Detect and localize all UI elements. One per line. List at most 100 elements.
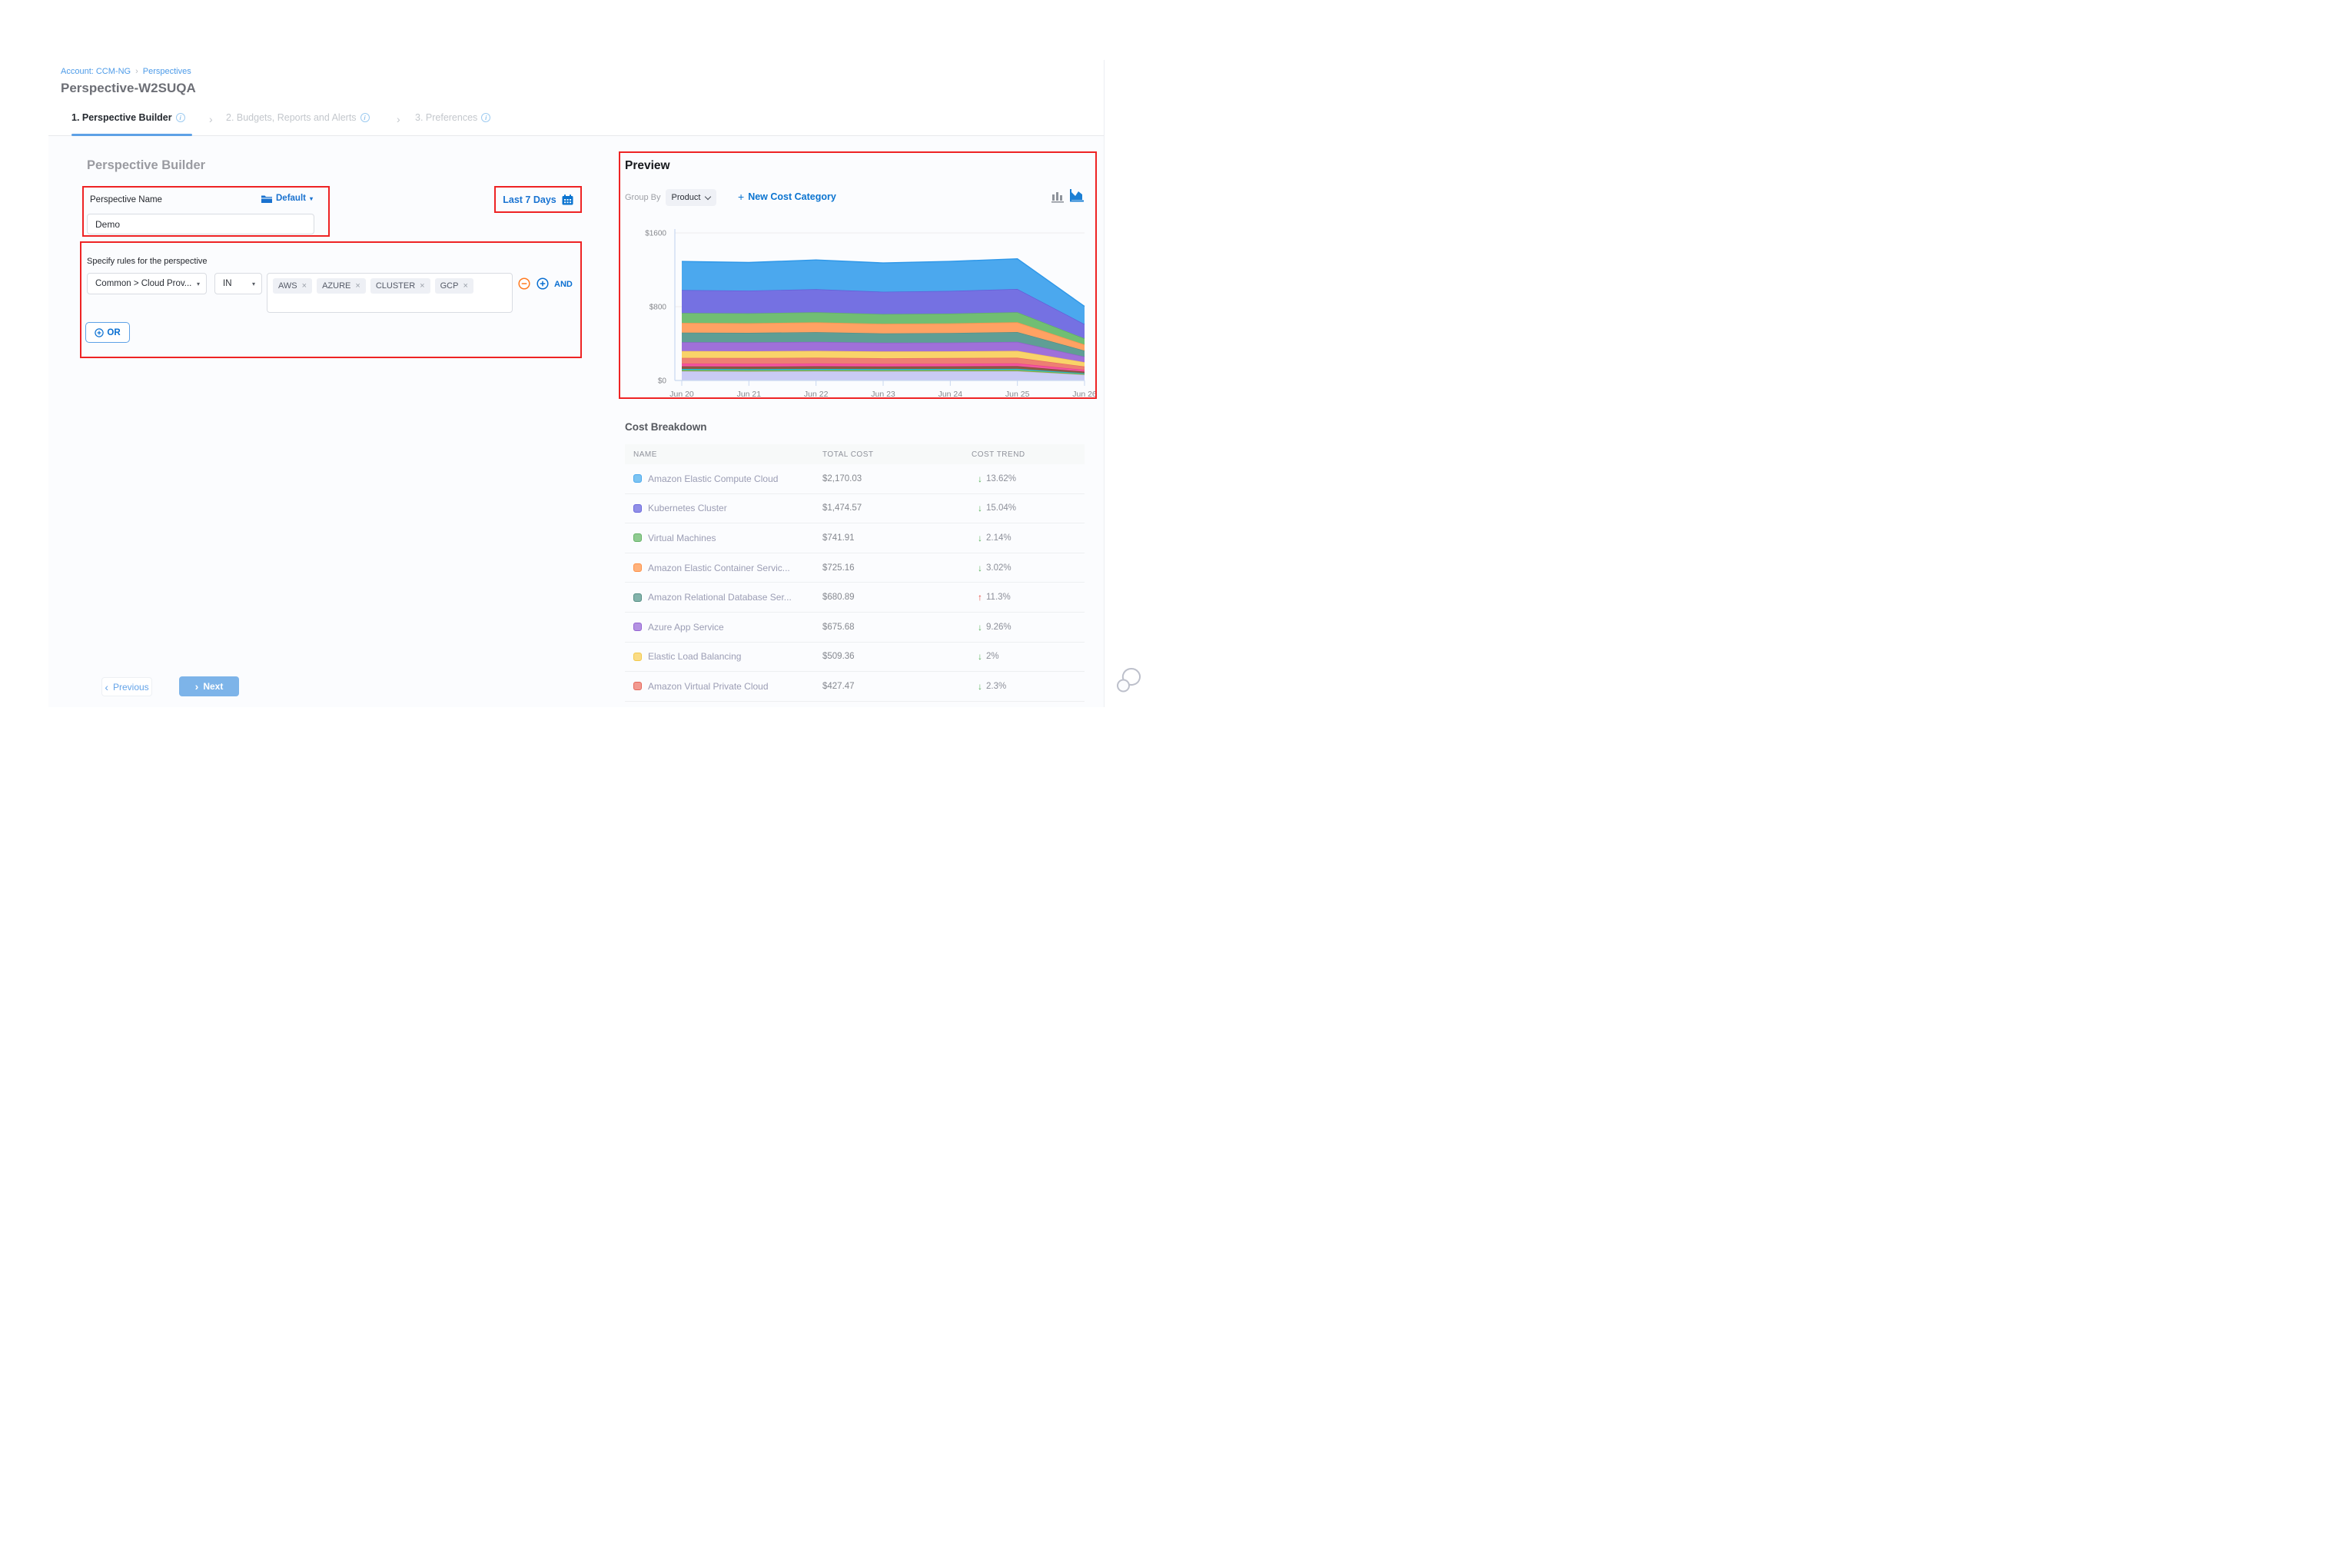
preview-title: Preview — [625, 159, 670, 172]
page-header: Account: CCM-NG › Perspectives Perspective… — [48, 60, 1104, 136]
page: Account: CCM-NG › Perspectives Perspective… — [0, 0, 1176, 784]
perspective-name-input[interactable] — [87, 214, 314, 234]
row-name: Amazon Relational Database Ser... — [648, 592, 792, 603]
filter-chip-label: CLUSTER — [375, 281, 416, 291]
support-chat-icon[interactable] — [1116, 667, 1148, 696]
trend-down-icon: ↓ — [978, 532, 982, 543]
previous-button[interactable]: ‹ Previous — [101, 677, 152, 696]
rule-field-dropdown[interactable]: Common > Cloud Prov... ▾ — [87, 273, 207, 294]
x-axis-tick-label: Jun 21 — [737, 390, 762, 399]
table-row[interactable]: Elastic Load Balancing $509.36 ↓ 2% — [625, 643, 1085, 673]
row-total-cost: $2,170.03 — [822, 473, 862, 483]
row-name: Elastic Load Balancing — [648, 651, 742, 663]
tab-preferences[interactable]: 3. Preferences i — [415, 112, 491, 123]
tab-perspective-builder[interactable]: 1. Perspective Builder i — [71, 112, 185, 123]
row-cost-trend: 2.3% — [986, 681, 1007, 691]
tab-label: 1. Perspective Builder — [71, 112, 172, 123]
area-series-other-2 — [682, 366, 1085, 374]
active-tab-underline — [71, 134, 192, 136]
rule-field-value: Common > Cloud Prov... — [95, 279, 192, 288]
add-or-rule-button[interactable]: OR — [85, 322, 130, 343]
rule-values-box[interactable]: AWS × AZURE × CLUSTER × GCP × — [267, 273, 513, 313]
cost-breakdown-title: Cost Breakdown — [625, 421, 707, 433]
chevron-down-icon — [705, 193, 712, 200]
y-axis-tick-label: $0 — [658, 377, 667, 386]
table-row[interactable]: Amazon Virtual Private Cloud $427.47 ↓ 2.3% — [625, 672, 1085, 702]
table-row[interactable]: Amazon Relational Database Ser... $680.89… — [625, 583, 1085, 613]
row-cost-trend: 2.14% — [986, 533, 1012, 543]
info-icon[interactable]: i — [360, 113, 370, 122]
filter-chip[interactable]: CLUSTER × — [370, 278, 430, 294]
page-title: Perspective-W2SUQA — [61, 81, 196, 95]
plus-icon: + — [738, 191, 745, 203]
filter-chip-label: GCP — [440, 281, 459, 291]
x-axis-tick-label: Jun 22 — [804, 390, 829, 399]
group-by-value: Product — [671, 193, 701, 202]
info-icon[interactable]: i — [481, 113, 491, 122]
chip-remove-icon[interactable]: × — [420, 281, 425, 291]
previous-label: Previous — [112, 681, 149, 693]
rule-operator-dropdown[interactable]: IN ▾ — [214, 273, 262, 294]
date-range-button[interactable]: Last 7 Days — [496, 188, 580, 211]
table-header-row: NAME TOTAL COST COST TREND — [625, 444, 1085, 464]
trend-down-icon: ↓ — [978, 621, 982, 633]
table-row[interactable]: Azure App Service $675.68 ↓ 9.26% — [625, 613, 1085, 643]
content-card: Account: CCM-NG › Perspectives Perspective… — [48, 60, 1105, 707]
row-name: Amazon Elastic Compute Cloud — [648, 473, 779, 484]
filter-chip[interactable]: AZURE × — [317, 278, 366, 294]
new-cost-category-button[interactable]: + New Cost Category — [738, 191, 836, 203]
row-cost-trend: 9.26% — [986, 622, 1012, 632]
caret-down-icon: ▾ — [309, 194, 313, 202]
row-cost-trend: 2% — [986, 652, 999, 662]
group-by-label: Group By — [625, 193, 661, 202]
area-chart-toggle-icon[interactable] — [1069, 188, 1085, 203]
filter-chip[interactable]: GCP × — [434, 278, 473, 294]
or-label: OR — [107, 327, 121, 337]
add-rule-icon[interactable] — [537, 277, 549, 290]
area-series-Amazon Elastic Compute Cloud — [682, 258, 1085, 324]
calendar-icon — [562, 194, 573, 204]
bar-chart-toggle-icon[interactable] — [1051, 190, 1065, 203]
info-icon[interactable]: i — [175, 113, 185, 122]
chip-remove-icon[interactable]: × — [463, 281, 468, 291]
table-row[interactable]: Kubernetes Cluster $1,474.57 ↓ 15.04% — [625, 494, 1085, 524]
breadcrumb-account-link[interactable]: Account: CCM-NG — [61, 67, 131, 76]
breadcrumb: Account: CCM-NG › Perspectives — [61, 67, 191, 76]
builder-heading: Perspective Builder — [87, 158, 206, 172]
series-color-swatch — [633, 652, 642, 661]
row-cost-trend: 13.62% — [986, 473, 1017, 483]
trend-down-icon: ↓ — [978, 503, 982, 514]
row-cost-trend: 3.02% — [986, 563, 1012, 573]
tab-budgets-reports-alerts[interactable]: 2. Budgets, Reports and Alerts i — [226, 112, 370, 123]
table-row[interactable]: Amazon Elastic Container Servic... $725.1… — [625, 553, 1085, 583]
area-series-other-1 — [682, 363, 1085, 372]
chip-remove-icon[interactable]: × — [355, 281, 360, 291]
rule-operator-value: IN — [223, 279, 232, 288]
remove-rule-icon[interactable] — [518, 277, 530, 290]
row-name: Virtual Machines — [648, 532, 716, 543]
next-label: Next — [203, 681, 224, 692]
and-label: AND — [554, 280, 573, 289]
table-row[interactable]: Virtual Machines $741.91 ↓ 2.14% — [625, 523, 1085, 553]
perspective-name-label: Perspective Name — [90, 195, 162, 204]
folder-select[interactable]: Default ▾ — [261, 194, 313, 203]
group-by-select[interactable]: Product — [666, 189, 716, 206]
x-axis-tick-label: Jun 25 — [1005, 390, 1030, 399]
next-chevron-icon: › — [194, 680, 199, 693]
area-series-Virtual Machines — [682, 312, 1085, 345]
area-series-Amazon Elastic Container Service — [682, 322, 1085, 351]
row-name: Kubernetes Cluster — [648, 503, 727, 514]
trend-down-icon: ↓ — [978, 651, 982, 663]
back-chevron-icon: ‹ — [105, 680, 108, 693]
filter-chip[interactable]: AWS × — [273, 278, 313, 294]
breadcrumb-separator-icon: › — [135, 67, 138, 76]
plus-circle-icon — [95, 327, 105, 337]
row-total-cost: $427.47 — [822, 681, 855, 691]
caret-down-icon: ▾ — [251, 280, 255, 287]
next-button[interactable]: › Next — [179, 676, 239, 696]
row-name: Amazon Elastic Container Servic... — [648, 562, 790, 573]
breadcrumb-perspectives-link[interactable]: Perspectives — [142, 67, 191, 76]
table-row[interactable]: Amazon Elastic Compute Cloud $2,170.03 ↓ 13… — [625, 464, 1085, 494]
row-total-cost: $680.89 — [822, 593, 855, 603]
chip-remove-icon[interactable]: × — [301, 281, 307, 291]
